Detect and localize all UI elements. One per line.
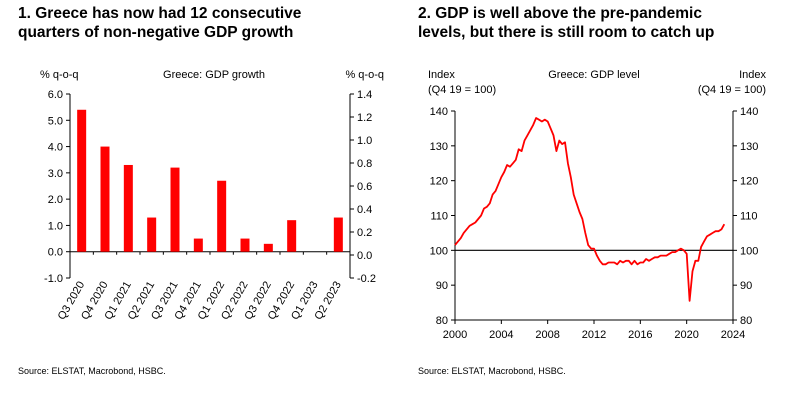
gdp-level-line — [454, 117, 726, 302]
line-chart-left-tick-label: 140 — [430, 106, 448, 118]
bar-chart-left-tick-label: 6.0 — [48, 89, 63, 101]
bar — [170, 167, 180, 252]
line-chart-left-tick-label: 100 — [430, 245, 448, 257]
line-chart-title: Greece: GDP level — [548, 69, 640, 81]
line-chart-left-axis-label-line1: Index — [428, 69, 455, 81]
bar-chart-left-tick-label: 4.0 — [48, 142, 63, 154]
line-chart-left-tick-label: 90 — [436, 280, 448, 292]
left-chart-title: 1. Greece has now had 12 consecutive qua… — [18, 4, 301, 42]
line-chart-left-axis-label-line2: (Q4 19 = 100) — [428, 84, 496, 96]
line-chart-x-tick-label: 2024 — [721, 329, 745, 341]
line-chart-right-tick-label: 140 — [740, 106, 758, 118]
bar-chart-right-tick-label: 0.8 — [357, 158, 372, 170]
left-source-note: Source: ELSTAT, Macrobond, HSBC. — [18, 366, 166, 376]
bar-chart-right-tick-label: 0.6 — [357, 181, 372, 193]
bar-chart-right-tick-label: 0.0 — [357, 250, 372, 262]
bar-chart-left-tick-label: -1.0 — [44, 273, 63, 285]
bar-chart-left-tick-label: 2.0 — [48, 194, 63, 206]
line-chart-x-tick-label: 2000 — [443, 329, 467, 341]
bar-chart-right-tick-label: -0.2 — [357, 273, 376, 285]
right-chart-title-line1: 2. GDP is well above the pre-pandemic — [418, 5, 702, 22]
line-chart-x-tick-label: 2016 — [628, 329, 652, 341]
left-chart-title-line1: 1. Greece has now had 12 consecutive — [18, 5, 302, 22]
bar — [77, 109, 87, 252]
right-chart-title: 2. GDP is well above the pre-pandemic le… — [418, 4, 714, 42]
line-chart-left-tick-label: 130 — [430, 141, 448, 153]
right-chart-title-line2: levels, but there is still room to catch… — [418, 24, 715, 41]
line-chart-right-tick-label: 100 — [740, 245, 758, 257]
line-chart-right-tick-label: 80 — [740, 315, 752, 327]
right-source-note: Source: ELSTAT, Macrobond, HSBC. — [418, 366, 566, 376]
bar — [100, 146, 110, 252]
bar-chart-right-tick-label: 1.4 — [357, 89, 372, 101]
line-chart-right-tick-label: 120 — [740, 176, 758, 188]
bar-chart-right-tick-label: 0.4 — [357, 204, 372, 216]
bar — [287, 220, 297, 252]
bar — [193, 238, 203, 252]
bar-chart-right-tick-label: 1.2 — [357, 112, 372, 124]
line-chart-left-tick-label: 120 — [430, 176, 448, 188]
line-chart-left-tick-label: 80 — [436, 315, 448, 327]
bar-chart-left-tick-label: 1.0 — [48, 220, 63, 232]
line-chart-x-tick-label: 2020 — [674, 329, 698, 341]
bar — [123, 164, 133, 252]
bar-chart-right-tick-label: 1.0 — [357, 135, 372, 147]
left-chart-title-line2: quarters of non-negative GDP growth — [18, 24, 294, 41]
bar-chart-left-tick-label: 0.0 — [48, 247, 63, 259]
bar-chart-title: Greece: GDP growth — [163, 69, 265, 81]
bar-chart-right-axis-unit: % q-o-q — [345, 69, 384, 81]
bar — [263, 243, 273, 252]
line-chart-right-tick-label: 130 — [740, 141, 758, 153]
bar — [333, 217, 343, 252]
bar-chart-right-tick-label: 0.2 — [357, 227, 372, 239]
line-chart-x-tick-label: 2008 — [535, 329, 559, 341]
line-chart-right-tick-label: 90 — [740, 280, 752, 292]
bar — [217, 180, 227, 252]
bar-chart-left-axis-unit: % q-o-q — [40, 69, 79, 81]
bar-chart-left-tick-label: 5.0 — [48, 115, 63, 127]
bar — [240, 238, 250, 252]
bar — [147, 217, 157, 252]
line-chart-left-tick-label: 110 — [430, 211, 448, 223]
line-chart-right-axis-label-line2: (Q4 19 = 100) — [698, 84, 766, 96]
line-chart-x-tick-label: 2012 — [582, 329, 606, 341]
bar-chart-left-tick-label: 3.0 — [48, 168, 63, 180]
line-chart-right-tick-label: 110 — [740, 211, 758, 223]
line-chart-right-axis-label-line1: Index — [739, 69, 766, 81]
line-chart-x-tick-label: 2004 — [489, 329, 513, 341]
